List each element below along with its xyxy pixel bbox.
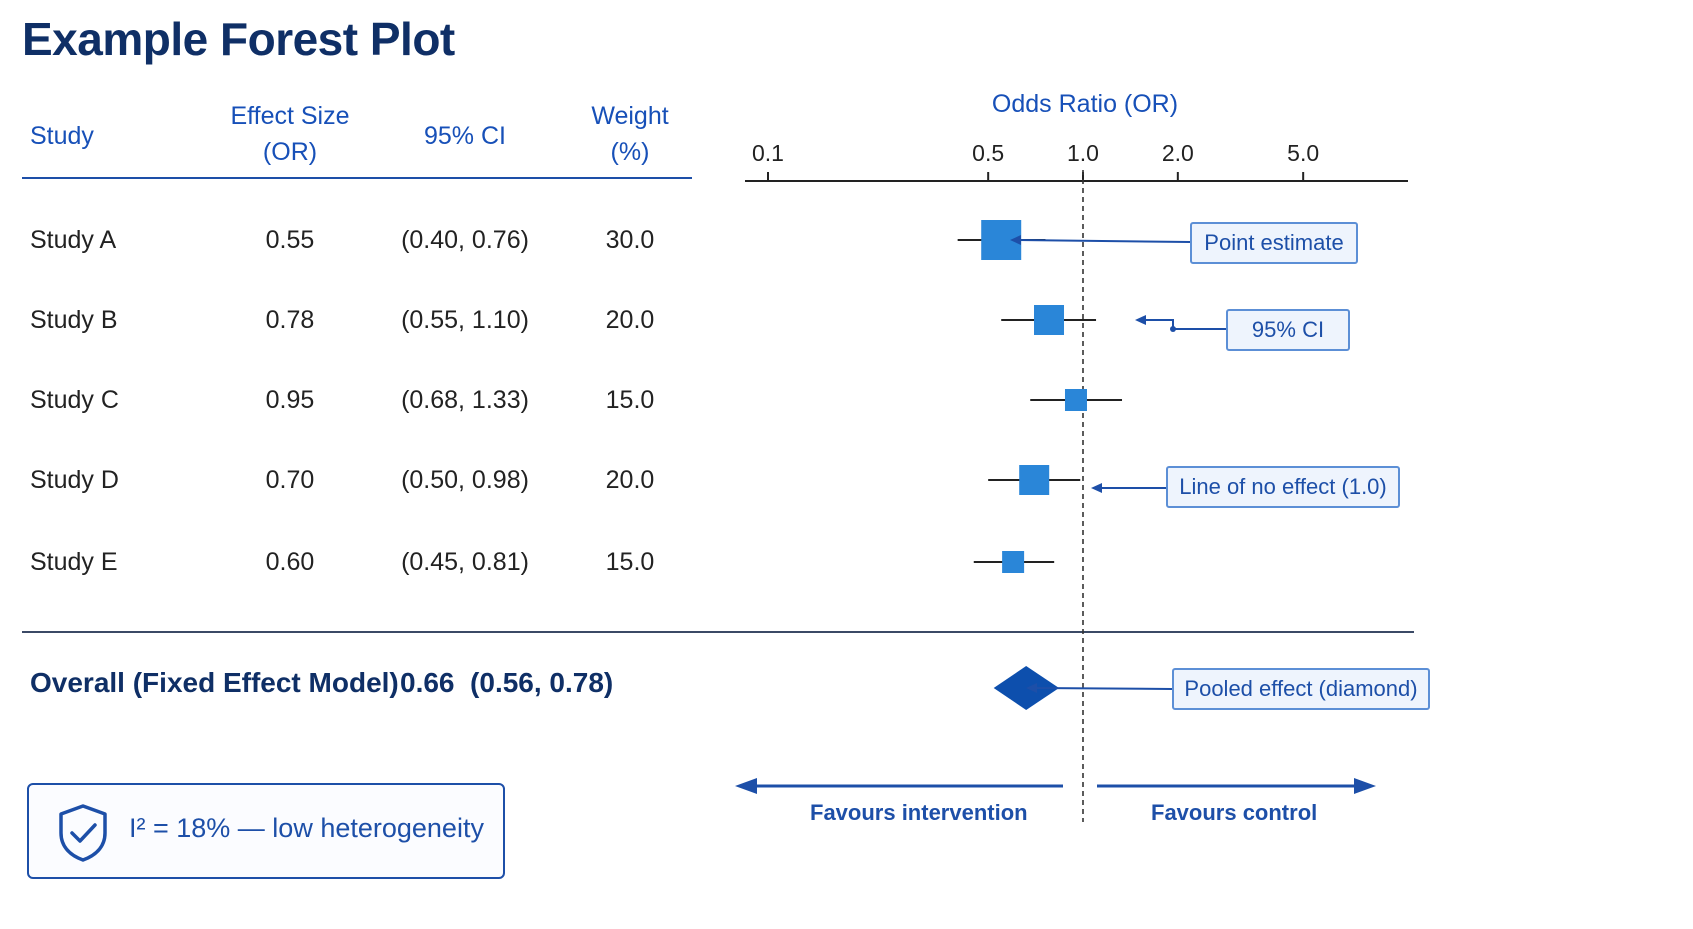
x-tick-label: 2.0 [1162,140,1194,166]
study-name: Study D [30,466,119,494]
study-ci: (0.55, 1.10) [401,306,529,334]
study-weight: 20.0 [605,466,655,494]
study-or: 0.55 [265,226,315,254]
overall-label: Overall (Fixed Effect Model) [30,667,399,698]
page-title: Example Forest Plot [22,13,455,65]
study-or: 0.70 [265,466,315,494]
header-rule [22,177,692,179]
header-study: Study [30,122,94,150]
study-weight: 15.0 [605,386,655,414]
header-effect-size: Effect Size (OR) [220,98,360,170]
study-weight: 20.0 [605,306,655,334]
pooled-pointer [1034,687,1173,690]
study-ci: (0.50, 0.98) [401,466,529,494]
point-estimate-pointer-head [1010,235,1021,245]
heterogeneity-box: I² = 18% — low heterogeneity [27,783,505,879]
x-tick-label: 1.0 [1067,140,1099,166]
heterogeneity-text: I² = 18% — low heterogeneity [129,813,484,843]
study-name: Study B [30,306,118,334]
study-name: Study A [30,226,117,254]
axis-title: Odds Ratio (OR) [992,90,1178,118]
header-weight-line2: (%) [610,138,650,166]
annotation-line-no-effect: Line of no effect (1.0) [1166,466,1400,508]
shield-check-icon [59,804,107,862]
header-effect-line1: Effect Size [230,102,350,130]
annotation-pooled: Pooled effect (diamond) [1172,668,1430,710]
header-weight: Weight (%) [580,98,680,170]
ci-pointer [1144,319,1226,330]
overall-value: 0.66 (0.56, 0.78) [400,667,614,698]
point-estimate-square [1002,551,1025,573]
table-row: Study C 0.95 (0.68, 1.33) 15.0 [0,380,700,420]
table-row: Study A 0.55 (0.40, 0.76) 30.0 [0,220,700,260]
pooled-pointer-head [1026,683,1037,693]
study-weight: 30.0 [605,226,655,254]
study-or: 0.60 [265,548,315,576]
favours-intervention-label: Favours intervention [810,800,1028,825]
study-or: 0.78 [265,306,315,334]
study-ci: (0.68, 1.33) [401,386,529,414]
header-ci: 95% CI [424,122,506,150]
study-name: Study C [30,386,119,414]
overall-rule [22,631,1414,633]
study-ci: (0.40, 0.76) [401,226,529,254]
study-or: 0.95 [265,386,315,414]
table-row: Study B 0.78 (0.55, 1.10) 20.0 [0,300,700,340]
x-tick-label: 0.5 [972,140,1004,166]
table-row: Study E 0.60 (0.45, 0.81) 15.0 [0,542,700,582]
x-tick-label: 0.1 [752,140,784,166]
study-ci: (0.45, 0.81) [401,548,529,576]
header-effect-line2: (OR) [262,138,318,166]
header-weight-line1: Weight [591,102,669,130]
ci-pointer-dot [1170,326,1176,332]
no-effect-pointer-head [1091,483,1102,493]
point-estimate-pointer [1017,239,1191,243]
study-name: Study E [30,548,118,576]
ci-pointer-head [1135,315,1146,325]
annotation-ci: 95% CI [1226,309,1350,351]
x-tick-label: 5.0 [1287,140,1319,166]
annotation-point-estimate: Point estimate [1190,222,1358,264]
point-estimate-square [1064,389,1087,411]
favours-control-label: Favours control [1151,800,1318,825]
point-estimate-square [1019,465,1050,495]
table-row: Study D 0.70 (0.50, 0.98) 20.0 [0,460,700,500]
favours-control-arrowhead [1354,778,1376,794]
study-weight: 15.0 [605,548,655,576]
point-estimate-square [1034,305,1065,335]
favours-intervention-arrowhead [735,778,757,794]
